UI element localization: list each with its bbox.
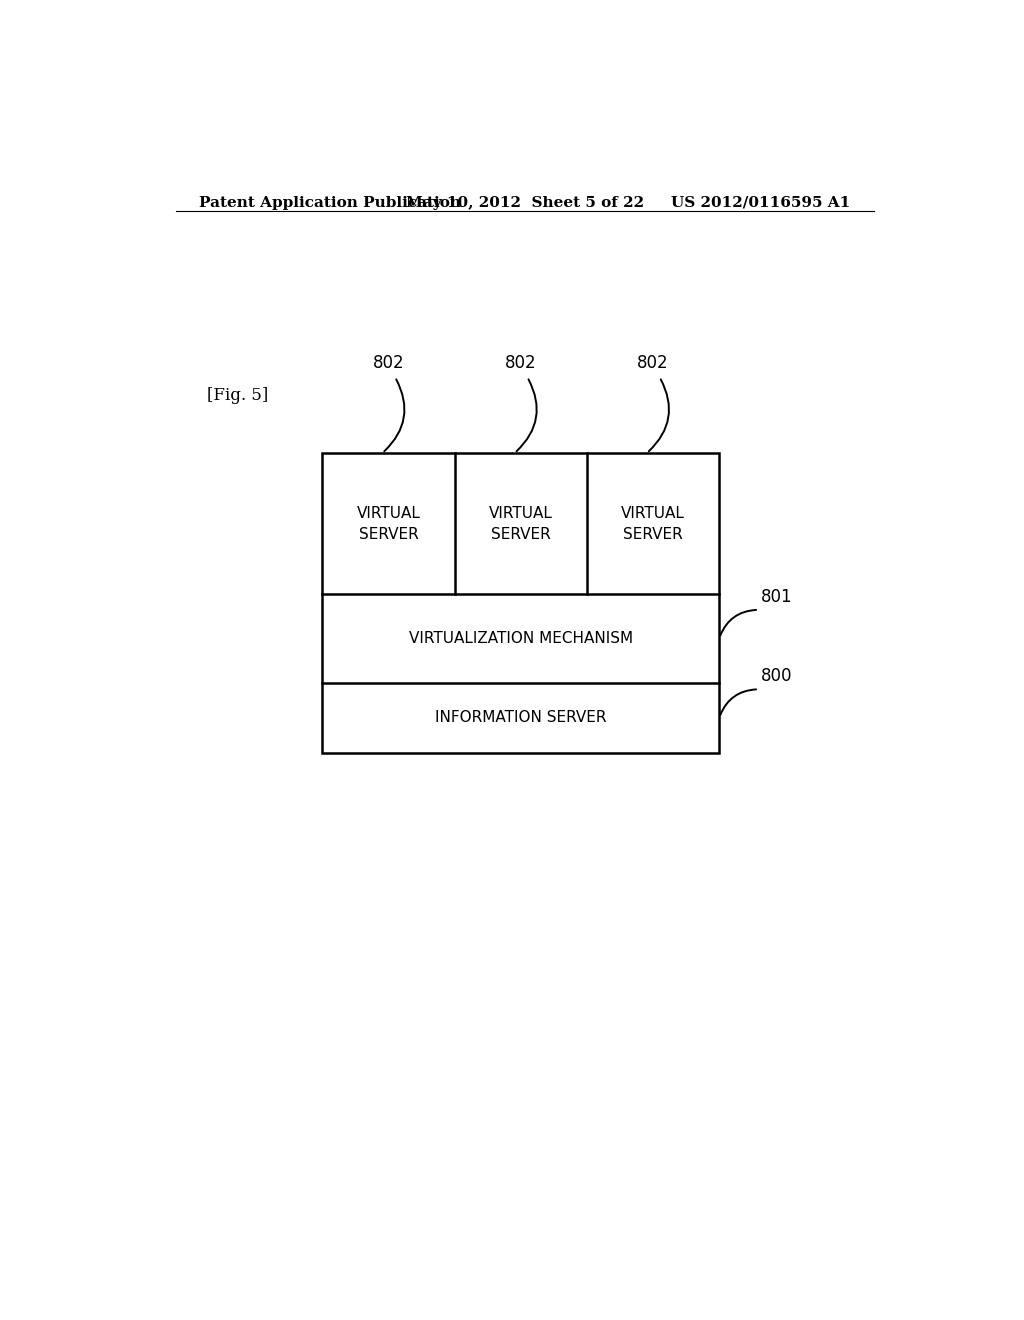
Text: VIRTUAL
SERVER: VIRTUAL SERVER: [356, 506, 421, 541]
Text: 801: 801: [761, 587, 793, 606]
Text: 800: 800: [761, 667, 792, 685]
Text: [Fig. 5]: [Fig. 5]: [207, 387, 268, 404]
Text: VIRTUALIZATION MECHANISM: VIRTUALIZATION MECHANISM: [409, 631, 633, 645]
Text: 802: 802: [373, 354, 404, 372]
Text: May 10, 2012  Sheet 5 of 22: May 10, 2012 Sheet 5 of 22: [406, 195, 644, 210]
Text: US 2012/0116595 A1: US 2012/0116595 A1: [671, 195, 850, 210]
Text: 802: 802: [637, 354, 669, 372]
Text: Patent Application Publication: Patent Application Publication: [200, 195, 462, 210]
Bar: [323, 453, 719, 752]
Text: VIRTUAL
SERVER: VIRTUAL SERVER: [622, 506, 685, 541]
Text: VIRTUAL
SERVER: VIRTUAL SERVER: [488, 506, 553, 541]
Text: INFORMATION SERVER: INFORMATION SERVER: [435, 710, 606, 725]
Text: 802: 802: [505, 354, 537, 372]
